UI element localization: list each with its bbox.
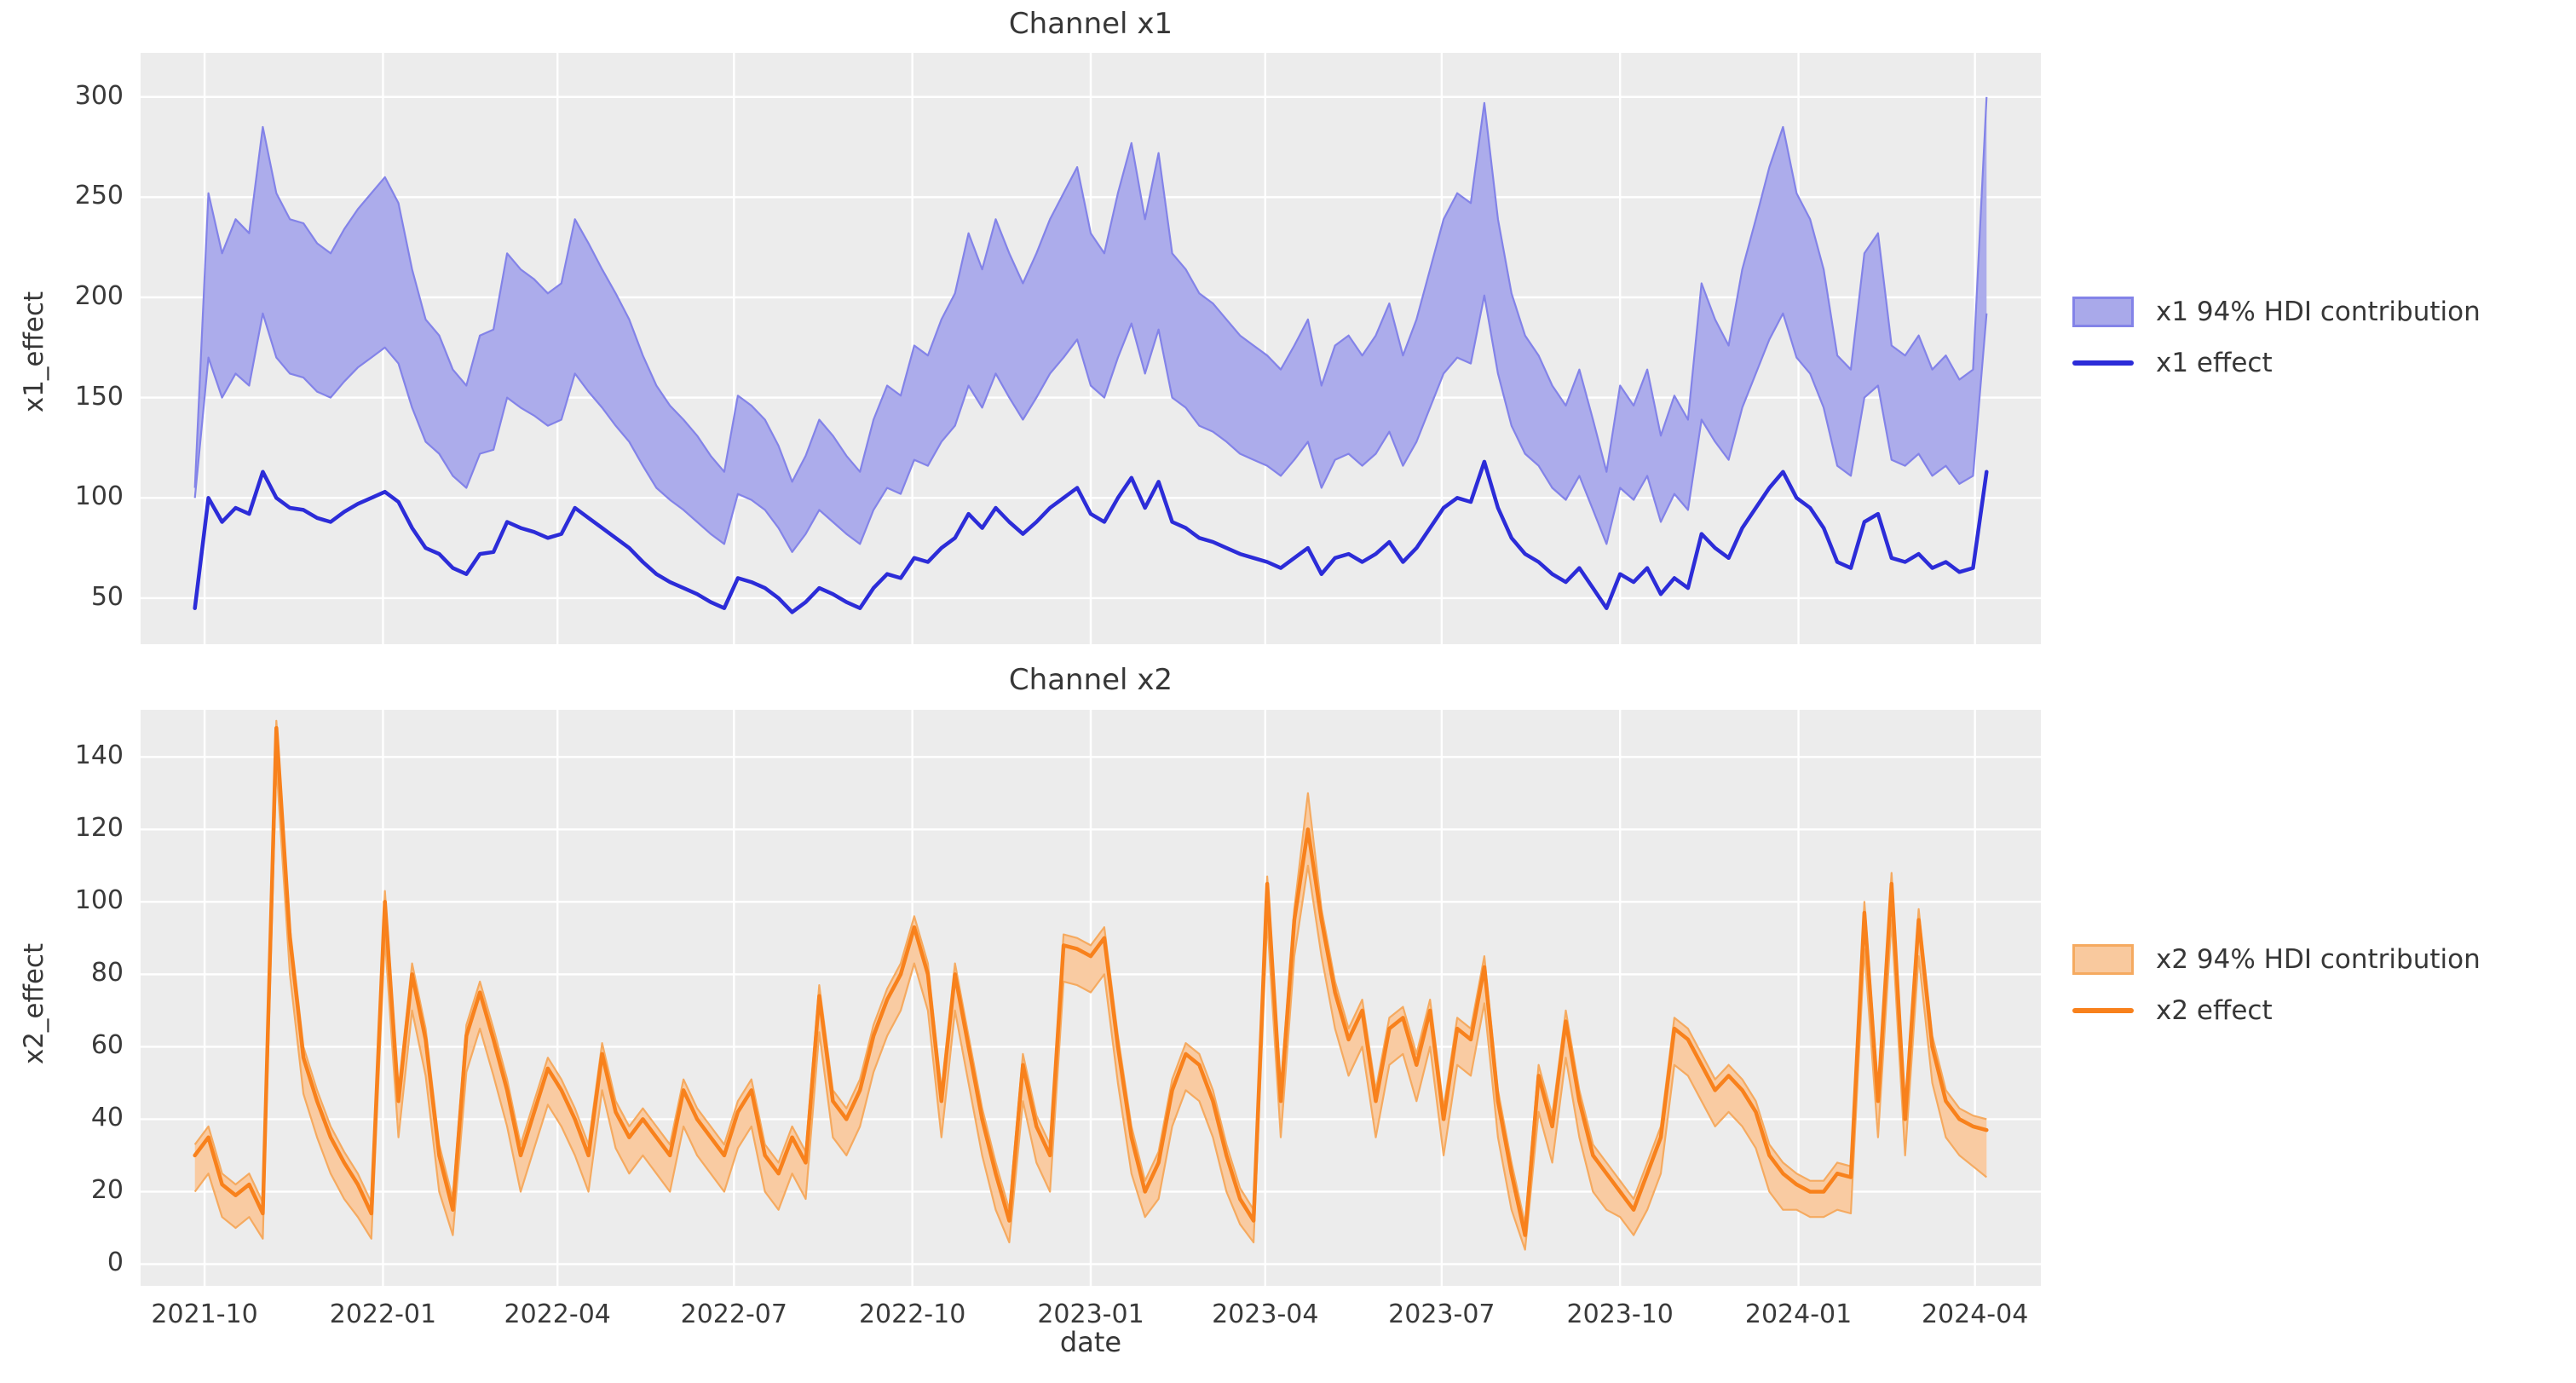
y-tick-label: 60 [90, 1030, 124, 1061]
x-tick-label: 2024-01 [1744, 1299, 1853, 1329]
x2-effect-line-swatch-icon [2072, 1008, 2134, 1013]
x-tick-label: 2022-04 [504, 1299, 611, 1329]
x1-hdi-band-swatch-icon [2072, 297, 2134, 327]
hdi-band-lower-edge [193, 294, 1988, 553]
channel-x1-plot-area [141, 53, 2041, 644]
x-tick-label: 2023-07 [1388, 1299, 1495, 1329]
chart2-y-axis-label: x2_effect [19, 942, 49, 1065]
chart2-legend-line-row: x2 effect [2072, 995, 2481, 1026]
x2-effect-legend-label: x2 effect [2156, 995, 2273, 1026]
chart1-legend: x1 94% HDI contribution x1 effect [2072, 297, 2481, 378]
effect-line [193, 459, 1989, 614]
x2-hdi-band-swatch-icon [2072, 944, 2134, 975]
chart1-legend-band-row: x1 94% HDI contribution [2072, 297, 2481, 327]
x-axis-label: date [1059, 1326, 1122, 1358]
y-tick-label: 100 [74, 481, 124, 512]
y-tick-label: 80 [90, 958, 124, 988]
y-tick-label: 150 [74, 381, 124, 412]
hdi-band-lower-edge [193, 763, 1987, 1251]
x-tick-label: 2023-01 [1037, 1299, 1144, 1329]
chart2-legend: x2 94% HDI contribution x2 effect [2072, 944, 2481, 1026]
y-tick-label: 40 [90, 1103, 124, 1133]
x-tick-label: 2024-04 [1921, 1299, 2029, 1329]
chart2-legend-band-row: x2 94% HDI contribution [2072, 944, 2481, 975]
chart2-title: Channel x2 [1008, 663, 1173, 697]
y-tick-label: 300 [74, 80, 124, 111]
x-tick-label: 2021-10 [151, 1299, 258, 1329]
x1-effect-line-swatch-icon [2072, 360, 2134, 366]
chart1-legend-line-row: x1 effect [2072, 348, 2481, 378]
channel-x2-plot-area [141, 710, 2041, 1286]
y-tick-label: 200 [74, 281, 124, 311]
hdi-band-upper-edge [193, 719, 1987, 1225]
x1-hdi-legend-label: x1 94% HDI contribution [2156, 297, 2481, 327]
y-tick-label: 250 [74, 181, 124, 211]
y-tick-label: 140 [74, 740, 124, 771]
x-tick-label: 2023-10 [1566, 1299, 1674, 1329]
x-tick-label: 2022-01 [329, 1299, 437, 1329]
y-tick-label: 100 [74, 885, 124, 916]
x1-effect-legend-label: x1 effect [2156, 348, 2273, 378]
y-tick-label: 0 [107, 1248, 124, 1278]
y-tick-label: 120 [74, 813, 124, 844]
x-tick-label: 2022-10 [858, 1299, 966, 1329]
chart1-title: Channel x1 [1008, 7, 1173, 41]
x-tick-label: 2023-04 [1212, 1299, 1319, 1329]
x2-hdi-legend-label: x2 94% HDI contribution [2156, 944, 2481, 975]
hdi-band [194, 96, 1987, 552]
effect-line [193, 726, 1989, 1237]
y-tick-label: 20 [90, 1175, 124, 1206]
y-tick-label: 50 [90, 581, 124, 612]
hdi-band-upper-edge [193, 96, 1988, 488]
x-tick-label: 2022-07 [680, 1299, 787, 1329]
